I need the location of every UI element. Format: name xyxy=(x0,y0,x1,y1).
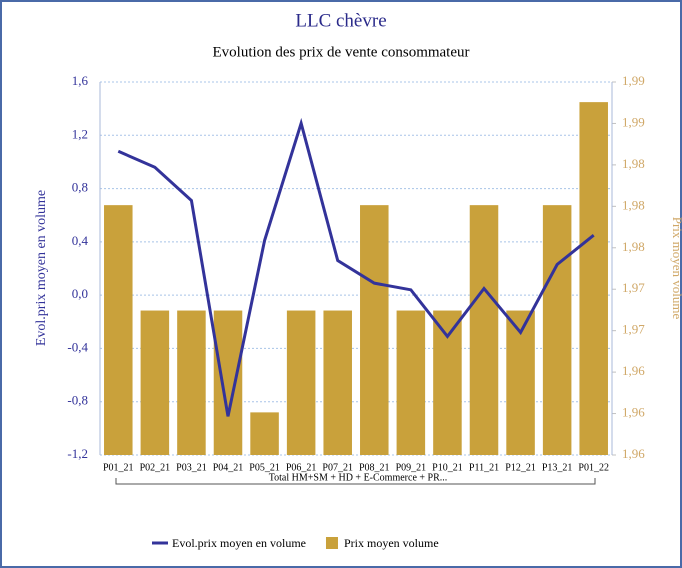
y2-tick-label: 1,96 xyxy=(622,363,645,378)
x-tick-label: P08_21 xyxy=(359,462,390,473)
legend-label: Evol.prix moyen en volume xyxy=(172,536,306,550)
y2-tick-label: 1,99 xyxy=(622,114,645,129)
bar xyxy=(433,310,462,455)
legend-swatch xyxy=(325,537,338,549)
x-tick-label: P09_21 xyxy=(396,462,427,473)
y2-tick-label: 1,99 xyxy=(622,73,645,88)
x-tick-label: P01_21 xyxy=(103,462,134,473)
bar xyxy=(286,310,316,455)
x-tick-label: P02_21 xyxy=(140,462,171,473)
x-tick-label: P06_21 xyxy=(286,462,317,473)
y-tick-label: -1,2 xyxy=(67,446,88,461)
y2-tick-label: 1,96 xyxy=(622,446,645,461)
legend-label: Prix moyen volume xyxy=(344,536,439,550)
y-axis-label: Evol.prix moyen en volume xyxy=(34,190,49,346)
chart-subtitle: Evolution des prix de vente consommateur xyxy=(212,44,469,60)
x-tick-label: P12_21 xyxy=(505,462,536,473)
group-bracket xyxy=(115,478,596,485)
x-tick-label: P13_21 xyxy=(542,462,573,473)
bar xyxy=(177,310,206,455)
bar xyxy=(323,310,352,455)
y2-axis-label: Prix moyen volume xyxy=(670,217,682,320)
y2-tick-label: 1,97 xyxy=(622,280,645,295)
bar xyxy=(104,205,133,455)
y2-tick-label: 1,96 xyxy=(622,405,645,420)
chart-title: LLC chèvre xyxy=(295,10,386,31)
line xyxy=(117,117,595,417)
bar xyxy=(250,412,279,455)
y2-tick-label: 1,98 xyxy=(622,197,645,212)
bar xyxy=(579,102,608,455)
bar xyxy=(396,310,426,455)
y-tick-label: -0,4 xyxy=(67,339,88,354)
y-tick-label: 0,8 xyxy=(72,180,88,195)
x-tick-label: P03_21 xyxy=(176,462,207,473)
bar xyxy=(360,205,389,455)
bar xyxy=(469,205,499,455)
x-tick-label: P01_22 xyxy=(578,462,609,473)
x-tick-label: P11_21 xyxy=(469,462,499,473)
x-tick-label: P04_21 xyxy=(213,462,244,473)
x-tick-label: P05_21 xyxy=(249,462,280,473)
x-tick-label: P07_21 xyxy=(322,462,353,473)
bar xyxy=(213,310,243,455)
y-tick-label: -0,8 xyxy=(67,393,88,408)
y-tick-label: 1,6 xyxy=(72,73,89,88)
x-group-label: Total HM+SM + HD + E-Commerce + PR... xyxy=(269,472,448,483)
y-tick-label: 1,2 xyxy=(72,126,88,141)
y-tick-label: 0,4 xyxy=(72,233,89,248)
y2-tick-label: 1,98 xyxy=(622,239,645,254)
bar xyxy=(140,310,170,455)
y2-tick-label: 1,98 xyxy=(622,156,645,171)
bar xyxy=(542,205,572,455)
y2-tick-label: 1,97 xyxy=(622,322,645,337)
y-tick-label: 0,0 xyxy=(72,286,88,301)
x-tick-label: P10_21 xyxy=(432,462,463,473)
